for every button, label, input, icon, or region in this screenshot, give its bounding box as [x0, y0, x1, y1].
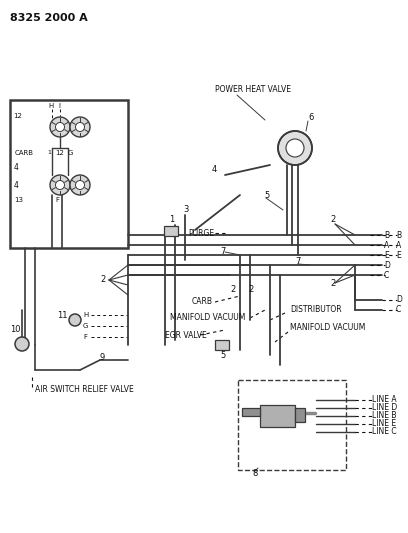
Text: F: F	[83, 334, 87, 340]
Circle shape	[70, 175, 90, 195]
Text: 4: 4	[14, 164, 19, 173]
Text: LINE B: LINE B	[372, 411, 397, 421]
Text: 3: 3	[183, 206, 188, 214]
Text: 6: 6	[308, 114, 313, 123]
Text: 5: 5	[264, 190, 269, 199]
Text: 4: 4	[212, 166, 217, 174]
Text: CARB: CARB	[192, 297, 213, 306]
Text: AIR SWITCH RELIEF VALVE: AIR SWITCH RELIEF VALVE	[35, 385, 134, 394]
Text: EGR VALVE: EGR VALVE	[165, 330, 207, 340]
Text: H: H	[83, 312, 88, 318]
Text: 7: 7	[220, 247, 225, 256]
Text: 7: 7	[295, 257, 300, 266]
Circle shape	[286, 139, 304, 157]
Text: 2: 2	[330, 215, 335, 224]
Text: C: C	[396, 305, 401, 314]
Text: PURGE: PURGE	[188, 229, 214, 238]
Text: B: B	[384, 230, 389, 239]
Circle shape	[55, 123, 64, 132]
Text: G: G	[83, 323, 89, 329]
Text: 9: 9	[100, 353, 105, 362]
Text: POWER HEAT VALVE: POWER HEAT VALVE	[215, 85, 291, 94]
Text: C: C	[384, 271, 389, 279]
Bar	[295, 408, 305, 422]
Text: G: G	[68, 150, 73, 156]
Text: 2: 2	[100, 276, 105, 285]
Circle shape	[75, 123, 84, 132]
Circle shape	[50, 175, 70, 195]
Text: A: A	[384, 240, 389, 249]
Text: 10: 10	[10, 326, 20, 335]
Text: DISTRIBUTOR: DISTRIBUTOR	[290, 305, 341, 314]
Text: MANIFOLD VACUUM: MANIFOLD VACUUM	[290, 324, 366, 333]
Text: 1: 1	[169, 215, 175, 224]
Bar	[238, 380, 346, 470]
Text: H: H	[48, 103, 53, 109]
Text: CARB: CARB	[15, 150, 34, 156]
Bar	[10, 100, 128, 248]
Text: 1: 1	[47, 150, 51, 156]
Text: 8325 2000 A: 8325 2000 A	[10, 13, 88, 23]
Bar	[164, 226, 178, 236]
Text: 8: 8	[252, 470, 257, 479]
Text: D: D	[384, 261, 390, 270]
Bar	[260, 405, 295, 427]
Text: D: D	[396, 295, 402, 304]
Text: E: E	[384, 251, 389, 260]
Circle shape	[278, 131, 312, 165]
Text: A: A	[396, 240, 401, 249]
Text: 5: 5	[220, 351, 225, 359]
Text: 2: 2	[248, 286, 253, 295]
Bar	[242, 408, 260, 416]
Text: B: B	[396, 230, 401, 239]
Text: I: I	[58, 103, 60, 109]
Text: LINE E: LINE E	[372, 419, 396, 429]
Text: 2: 2	[230, 286, 235, 295]
Text: MANIFOLD VACUUM: MANIFOLD VACUUM	[170, 313, 245, 322]
Text: 2: 2	[330, 279, 335, 287]
Text: F: F	[55, 197, 59, 203]
Circle shape	[55, 181, 64, 190]
Circle shape	[70, 117, 90, 137]
Text: LINE A: LINE A	[372, 395, 397, 405]
Text: E: E	[396, 251, 401, 260]
Text: 12: 12	[13, 113, 22, 119]
Text: 11: 11	[57, 311, 67, 319]
Text: LINE C: LINE C	[372, 427, 397, 437]
Text: 13: 13	[14, 197, 23, 203]
Circle shape	[75, 181, 84, 190]
Circle shape	[15, 337, 29, 351]
Circle shape	[50, 117, 70, 137]
Text: 4: 4	[14, 181, 19, 190]
Text: 12: 12	[55, 150, 64, 156]
Text: LINE D: LINE D	[372, 403, 397, 413]
Circle shape	[69, 314, 81, 326]
Bar	[215, 340, 229, 350]
